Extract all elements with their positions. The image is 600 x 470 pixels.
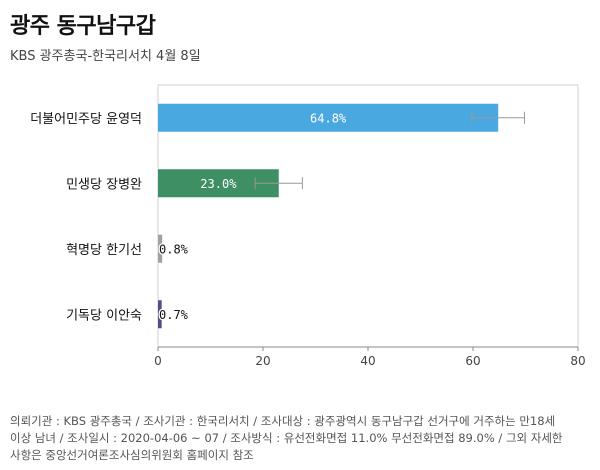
chart-subtitle: KBS 광주총국-한국리서치 4월 8일: [10, 49, 201, 64]
category-label: 혁명당 한기선: [66, 243, 142, 258]
data-label: 64.8%: [310, 111, 347, 125]
bar-chart: 0 20 40 60 80 더불어민주당 윤영덕 64.8% 민생당 장병완 23.0% 혁명당 …: [30, 84, 586, 368]
data-label: 23.0%: [200, 177, 237, 191]
bar: [158, 300, 162, 329]
x-tick-label: 40: [360, 354, 375, 368]
x-tick-label: 60: [465, 354, 480, 368]
category-label: 기독당 이안숙: [66, 308, 142, 323]
data-label: 0.7%: [159, 308, 189, 322]
category-label: 더불어민주당 윤영덕: [30, 112, 142, 127]
x-tick-label: 0: [154, 354, 162, 368]
bar: [158, 103, 499, 132]
footnote-line: 이상 남녀 / 조사일시 : 2020-04-06 ~ 07 / 조사방식 : …: [10, 431, 563, 445]
footnote-line: 사항은 중앙선거여론조사심의위원회 홈페이지 참조: [10, 448, 254, 462]
x-tick-label: 80: [570, 354, 585, 368]
x-tick-label: 20: [255, 354, 270, 368]
chart-title: 광주 동구남구갑: [10, 14, 156, 39]
survey-footnote: 의뢰기관 : KBS 광주총국 / 조사기관 : 한국리서치 / 조사대상 : …: [10, 413, 592, 464]
category-label: 민생당 장병완: [66, 177, 142, 192]
data-label: 0.8%: [159, 242, 189, 256]
bar: [158, 234, 163, 263]
footnote-line: 의뢰기관 : KBS 광주총국 / 조사기관 : 한국리서치 / 조사대상 : …: [10, 414, 556, 428]
